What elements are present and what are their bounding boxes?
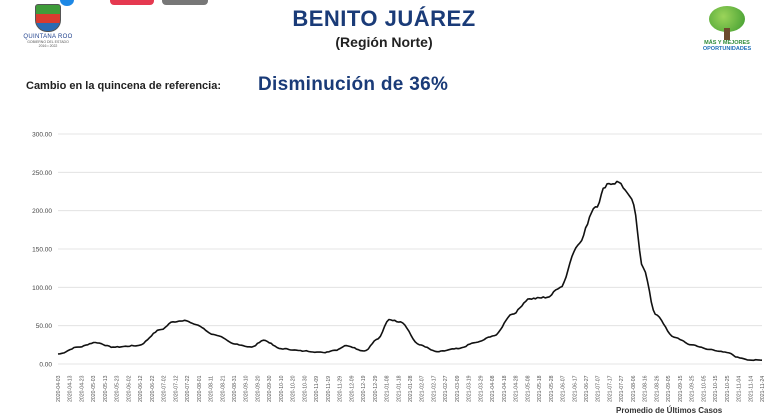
x-tick-label: 2020-11-19	[326, 376, 332, 402]
logo-right-line2: OPORTUNIDADES	[702, 46, 752, 52]
x-tick-label: 2021-08-16	[643, 375, 649, 402]
x-tick-label: 2020-07-02	[162, 375, 168, 402]
oportunidades-logo: MÁS Y MEJORES OPORTUNIDADES	[692, 6, 762, 68]
x-tick-label: 2020-05-23	[115, 375, 121, 402]
x-tick-label: 2021-02-27	[443, 375, 449, 402]
x-tick-label: 2021-03-09	[455, 375, 461, 402]
x-tick-label: 2021-06-07	[561, 375, 567, 402]
logo-left-years: 2016 • 2022	[38, 44, 58, 48]
page-subtitle: (Región Norte)	[335, 34, 433, 50]
x-tick-label: 2020-07-22	[185, 375, 191, 402]
x-tick-label: 2020-09-10	[244, 375, 250, 402]
x-tick-label: 2020-12-29	[373, 375, 379, 402]
x-tick-label: 2021-03-29	[478, 375, 484, 402]
footnote: Promedio de Últimos Casos	[616, 406, 723, 415]
x-tick-label: 2020-08-31	[232, 375, 238, 402]
x-tick-label: 2021-05-18	[537, 375, 543, 402]
logo-left-name: QUINTANA ROO	[23, 34, 73, 40]
x-tick-label: 2021-04-08	[490, 375, 496, 402]
logo-right-line1: MÁS Y MEJORES	[704, 40, 750, 46]
x-tick-label: 2020-04-03	[56, 375, 62, 402]
series-line	[57, 180, 763, 362]
x-tick-label: 2021-11-24	[760, 376, 766, 402]
x-tick-label: 2020-12-09	[349, 375, 355, 402]
page-title: BENITO JUÁREZ	[292, 6, 476, 31]
y-tick-label: 0.00	[39, 362, 52, 369]
chart-grid	[58, 133, 762, 365]
x-tick-label: 2021-03-19	[467, 375, 473, 402]
x-tick-label: 2020-06-02	[126, 375, 132, 402]
cases-line-chart: 0.0050.00100.00150.00200.00250.00300.00 …	[32, 132, 766, 403]
x-tick-label: 2021-02-17	[431, 375, 437, 402]
x-tick-label: 2021-02-07	[420, 375, 426, 402]
tree-icon	[707, 6, 747, 40]
x-tick-label: 2020-04-13	[68, 375, 74, 402]
x-tick-label: 2020-09-30	[267, 375, 273, 402]
top-toolbar-icons	[0, 0, 220, 8]
x-tick-label: 2020-06-22	[150, 375, 156, 402]
x-tick-label: 2020-11-29	[338, 376, 344, 402]
x-tick-label: 2021-04-28	[514, 375, 520, 402]
y-tick-label: 250.00	[32, 170, 52, 177]
y-tick-label: 200.00	[32, 208, 52, 215]
x-tick-label: 2021-11-14	[748, 376, 754, 402]
x-tick-label: 2021-01-08	[385, 375, 391, 402]
record-icon[interactable]	[110, 0, 154, 5]
crest-icon	[35, 4, 61, 32]
y-tick-label: 50.00	[36, 323, 53, 330]
x-tick-label: 2020-08-11	[209, 376, 215, 402]
quintana-roo-logo: QUINTANA ROO GOBIERNO DEL ESTADO 2016 • …	[22, 4, 74, 62]
y-axis-ticks: 0.00 50.00 100.00 150.00 200.00 250.00 300.00	[32, 132, 52, 369]
logo-left-sub: GOBIERNO DEL ESTADO	[27, 40, 69, 44]
x-tick-label: 2021-01-28	[408, 375, 414, 402]
x-tick-label: 2021-11-04	[737, 376, 743, 402]
x-tick-label: 2020-10-30	[302, 375, 308, 402]
reference-label: Cambio en la quincena de referencia:	[26, 80, 222, 92]
x-tick-label: 2020-09-20	[255, 375, 261, 402]
x-tick-label: 2020-04-23	[79, 375, 85, 402]
x-tick-label: 2021-07-07	[596, 375, 602, 402]
x-tick-label: 2020-10-20	[291, 375, 297, 402]
x-tick-label: 2021-06-27	[584, 375, 590, 402]
x-tick-label: 2021-10-15	[713, 375, 719, 402]
x-tick-label: 2020-10-10	[279, 375, 285, 402]
x-tick-label: 2021-05-28	[549, 375, 555, 402]
x-tick-label: 2021-08-26	[654, 375, 660, 402]
y-tick-label: 100.00	[32, 285, 52, 292]
x-axis-ticks: 2020-04-03 2020-04-13 2020-04-23 2020-05-03…	[56, 375, 766, 402]
reference-value: Disminución de 36%	[258, 74, 449, 95]
y-tick-label: 150.00	[32, 247, 52, 254]
x-tick-label: 2020-12-19	[361, 375, 367, 402]
x-tick-label: 2021-08-06	[631, 375, 637, 402]
y-tick-label: 300.00	[32, 132, 52, 139]
share-icon[interactable]	[60, 0, 74, 6]
x-tick-label: 2020-05-03	[91, 375, 97, 402]
x-tick-label: 2021-04-18	[502, 375, 508, 402]
x-tick-label: 2021-09-15	[678, 375, 684, 402]
x-tick-label: 2021-10-25	[725, 375, 731, 402]
x-tick-label: 2020-06-12	[138, 375, 144, 402]
x-tick-label: 2021-10-05	[701, 375, 707, 402]
x-tick-label: 2020-08-21	[220, 375, 226, 402]
x-tick-label: 2021-07-17	[607, 375, 613, 402]
x-tick-label: 2020-11-09	[314, 376, 320, 402]
x-tick-label: 2020-08-01	[197, 375, 203, 402]
menu-icon[interactable]	[162, 0, 208, 5]
x-tick-label: 2021-09-05	[666, 375, 672, 402]
x-tick-label: 2021-06-17	[572, 375, 578, 402]
x-tick-label: 2020-05-13	[103, 375, 109, 402]
x-tick-label: 2021-07-27	[619, 375, 625, 402]
x-tick-label: 2021-05-08	[525, 375, 531, 402]
x-tick-label: 2020-07-12	[173, 375, 179, 402]
x-tick-label: 2021-01-18	[396, 375, 402, 402]
x-tick-label: 2021-09-25	[690, 375, 696, 402]
